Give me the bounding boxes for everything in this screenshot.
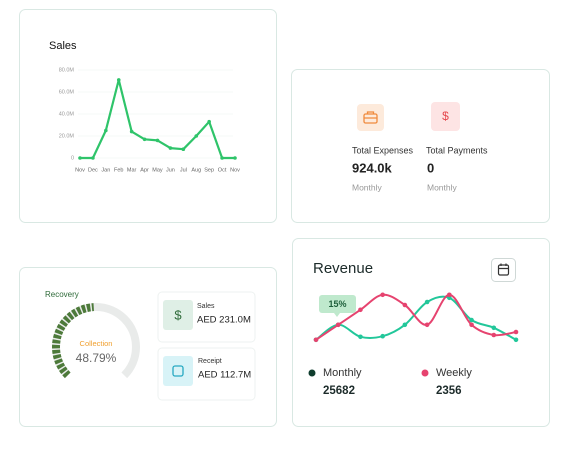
card-title: Revenue	[313, 260, 373, 277]
point	[155, 138, 160, 143]
point	[168, 146, 173, 150]
legend-label: Monthly	[323, 367, 362, 379]
point	[313, 337, 319, 343]
legend-total: 2356	[436, 385, 462, 397]
dollar-icon: $	[442, 109, 449, 123]
point	[181, 147, 186, 151]
point	[469, 317, 474, 323]
point	[91, 156, 95, 160]
dollar-icon: $	[174, 307, 182, 322]
y-tick-label: 40.0M	[59, 111, 75, 117]
point	[380, 292, 385, 298]
x-tick-label: Sep	[204, 167, 214, 173]
icon-bg	[163, 356, 193, 386]
y-tick-label: 80.0M	[59, 67, 75, 73]
point	[447, 292, 452, 298]
revenue-line	[315, 293, 517, 341]
badge-text: 15%	[328, 299, 346, 309]
briefcase-icon	[363, 111, 378, 124]
point	[424, 299, 430, 305]
expenses-card	[291, 69, 550, 223]
x-tick-label: Oct	[218, 167, 227, 173]
gauge-label: Collection	[80, 339, 113, 348]
x-tick-label: Apr	[140, 167, 149, 173]
point	[358, 334, 363, 340]
x-tick-label: Jan	[101, 167, 110, 173]
point	[424, 322, 430, 328]
icon-bg	[431, 102, 460, 131]
point	[402, 302, 408, 308]
point	[142, 137, 147, 142]
x-tick-label: Nov	[230, 167, 240, 173]
x-tick-label: Mar	[127, 167, 137, 173]
point	[129, 129, 134, 134]
x-tick-label: Jun	[166, 167, 175, 173]
legend-marker	[421, 369, 429, 377]
calendar-icon	[497, 263, 510, 276]
x-tick-label: May	[152, 167, 163, 173]
point	[469, 322, 474, 328]
point	[207, 119, 211, 124]
receipt-icon	[172, 365, 184, 377]
stat-label: Total Payments	[426, 145, 488, 155]
stat-label: Total Expenses	[352, 145, 414, 155]
point	[116, 78, 121, 82]
point	[380, 333, 385, 339]
legend-label: Weekly	[436, 367, 472, 379]
point	[220, 156, 224, 160]
gauge-value: 48.79%	[76, 351, 117, 365]
item-value: AED 112.7M	[198, 370, 251, 381]
revenue-line	[315, 295, 517, 341]
point	[513, 337, 519, 343]
icon-bg	[163, 300, 193, 330]
stat-period: Monthly	[427, 182, 458, 192]
item-label: Receipt	[198, 358, 222, 365]
x-tick-label: Nov	[75, 167, 85, 173]
card-title: Recovery	[45, 290, 79, 299]
y-tick-label: 0	[71, 155, 74, 161]
item-value: AED 231.0M	[197, 315, 251, 326]
gauge-fill	[52, 303, 95, 379]
point	[491, 325, 497, 331]
revenue-card	[292, 238, 550, 427]
calendar-button[interactable]	[491, 258, 516, 282]
legend-total: 25682	[323, 385, 355, 397]
x-tick-label: Feb	[114, 167, 123, 173]
point	[233, 156, 237, 160]
card-title: Sales	[49, 40, 77, 52]
stat-value: 0	[427, 160, 434, 175]
point	[402, 322, 408, 328]
point	[358, 307, 363, 313]
legend-marker	[308, 369, 316, 377]
point	[78, 156, 82, 160]
point	[335, 322, 341, 328]
badge: 15%	[319, 295, 356, 317]
point	[194, 134, 199, 138]
x-tick-label: Dec	[88, 167, 98, 173]
y-tick-label: 20.0M	[59, 133, 75, 139]
point	[104, 128, 108, 133]
x-tick-label: Jul	[180, 167, 187, 173]
sales-card	[19, 9, 277, 223]
y-tick-label: 60.0M	[59, 89, 75, 95]
x-tick-label: Aug	[191, 167, 201, 173]
point	[491, 332, 497, 338]
item-label: Sales	[197, 303, 215, 310]
point	[513, 329, 519, 335]
stat-period: Monthly	[352, 182, 383, 192]
stat-value: 924.0k	[352, 160, 393, 175]
